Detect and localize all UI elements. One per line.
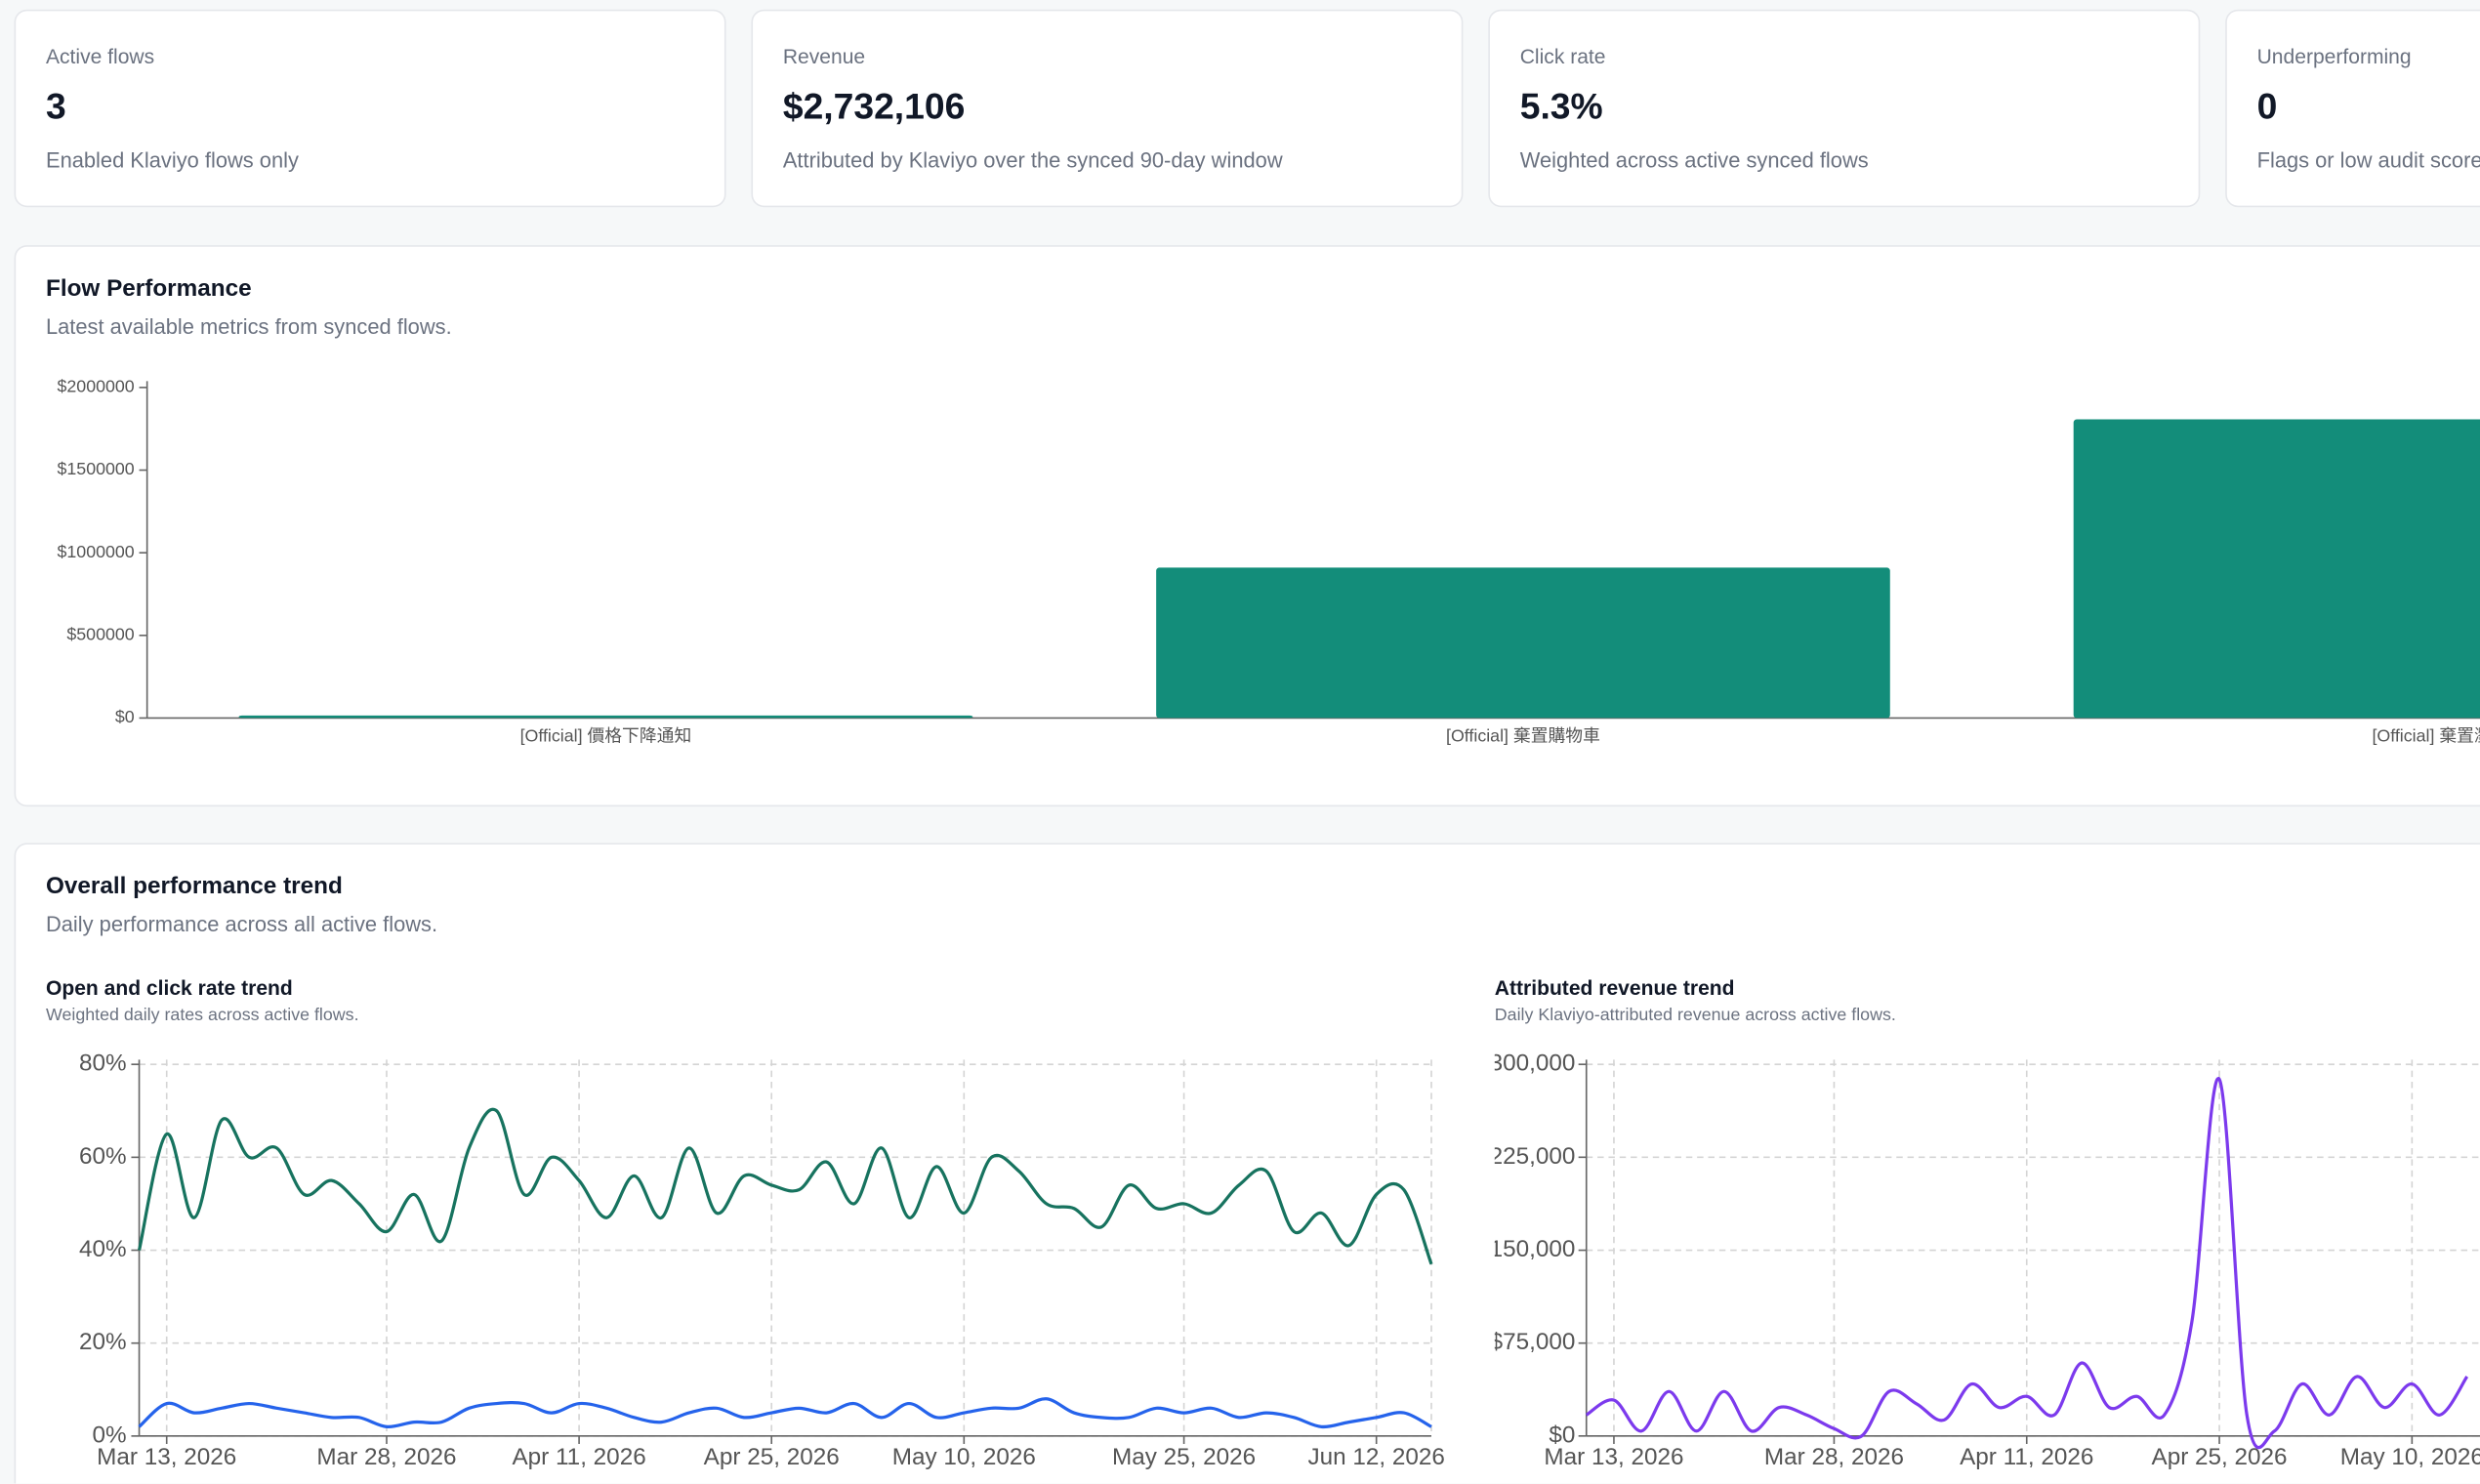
y-tick-label: $225,000	[1495, 1143, 1576, 1170]
y-tick-label: $75,000	[1495, 1329, 1576, 1355]
stat-value: $2,732,106	[782, 85, 966, 127]
x-tick-label: Mar 13, 2026	[97, 1444, 236, 1470]
x-tick-label: Apr 25, 2026	[2152, 1444, 2288, 1470]
x-tick-label: Apr 11, 2026	[1960, 1444, 2093, 1470]
x-tick-label: Jun 12, 2026	[1307, 1444, 1444, 1470]
y-tick-label: $150,000	[1495, 1236, 1576, 1262]
panel-title: Flow Performance	[45, 274, 252, 303]
x-tick-label: [Official] 價格下降通知	[520, 726, 692, 746]
stat-label: Active flows	[45, 44, 155, 68]
y-tick-label: $1000000	[58, 542, 135, 561]
chart-subtitle: Weighted daily rates across active flows…	[45, 1006, 359, 1025]
y-tick-label: $2000000	[58, 377, 135, 396]
stat-note: Enabled Klaviyo flows only	[45, 148, 299, 173]
stat-note: Flags or low audit scores	[2256, 148, 2480, 173]
stat-label: Underperforming	[2256, 44, 2412, 68]
x-tick-label: May 10, 2026	[2340, 1444, 2480, 1470]
stat-label: Click rate	[1519, 44, 1606, 68]
panel-subtitle: Latest available metrics from synced flo…	[45, 314, 452, 339]
x-tick-label: May 25, 2026	[1112, 1444, 1256, 1470]
x-tick-label: Apr 25, 2026	[704, 1444, 840, 1470]
stat-value: 3	[45, 85, 66, 127]
panel-title: Overall performance trend	[45, 873, 343, 900]
stat-note: Weighted across active synced flows	[1519, 148, 1869, 173]
bar	[1156, 567, 1890, 719]
y-tick-label: $0	[115, 707, 135, 726]
y-tick-label: $1500000	[58, 459, 135, 478]
stat-value: 0	[2256, 85, 2278, 127]
stat-card: Revenue $2,732,106 Attributed by Klaviyo…	[751, 9, 1464, 208]
y-tick-label: 20%	[79, 1329, 127, 1355]
revenue-line-chart: $0 $75,000 $150,000 $225,000 $300,000 Mar 13,…	[1495, 1051, 2480, 1470]
stat-card: Click rate 5.3% Weighted across active s…	[1488, 9, 2201, 208]
x-tick-label: [Official] 棄置購物車	[1446, 726, 1600, 746]
y-tick-label: 80%	[79, 1051, 127, 1077]
y-tick-label: $0	[1549, 1422, 1575, 1448]
bar	[238, 715, 973, 719]
stat-note: Attributed by Klaviyo over the synced 90…	[782, 148, 1283, 173]
rate-line-chart: 0% 20% 40% 60% 80% Mar 13, 2026 Mar 28, 2026 Ap…	[79, 1051, 1445, 1470]
x-tick-label: [Official] 棄置瀏覽	[2372, 726, 2480, 746]
trend-panel	[14, 843, 2480, 1484]
y-tick-label: 60%	[79, 1143, 127, 1170]
stat-card: Underperforming 0 Flags or low audit sco…	[2225, 9, 2480, 208]
x-tick-label: Mar 28, 2026	[316, 1444, 456, 1470]
series-line	[138, 1397, 1432, 1429]
y-tick-label: $500000	[66, 624, 134, 643]
series-line	[1585, 1077, 2469, 1450]
chart-subtitle: Daily Klaviyo-attributed revenue across …	[1494, 1006, 1896, 1025]
y-tick-label: 0%	[92, 1422, 126, 1448]
x-tick-label: Mar 13, 2026	[1544, 1444, 1683, 1470]
panel-subtitle: Daily performance across all active flow…	[45, 912, 438, 936]
y-tick-label: $300,000	[1495, 1051, 1576, 1077]
stat-card: Active flows 3 Enabled Klaviyo flows onl…	[14, 9, 726, 208]
x-tick-label: Mar 28, 2026	[1764, 1444, 1904, 1470]
chart-title: Attributed revenue trend	[1494, 975, 1735, 1000]
bar	[2073, 419, 2480, 719]
y-tick-label: 40%	[79, 1236, 127, 1262]
bar-chart: $0 $500000 $1000000 $1500000 $2000000 [Offici…	[58, 377, 2480, 746]
x-tick-label: Apr 11, 2026	[512, 1444, 645, 1470]
stat-label: Revenue	[782, 44, 866, 68]
x-tick-label: May 10, 2026	[892, 1444, 1036, 1470]
chart-title: Open and click rate trend	[45, 975, 293, 1000]
stat-value: 5.3%	[1519, 85, 1603, 127]
series-line	[137, 1107, 1433, 1265]
